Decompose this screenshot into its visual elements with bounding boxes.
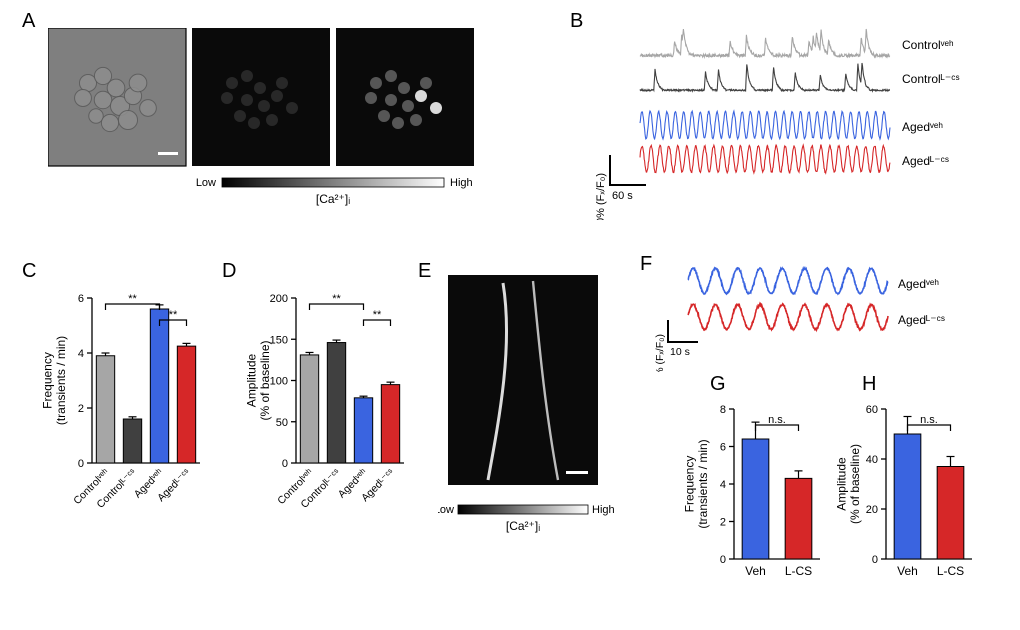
svg-text:10 s: 10 s [670,346,690,358]
svg-text:Low: Low [196,177,216,189]
panelG-chart: 0 2 4 6 8 Frequency(transients / min) Veh L-CS n… [676,383,836,608]
svg-text:Agedᵛᵉʰ: Agedᵛᵉʰ [898,277,939,291]
svg-text:0: 0 [872,554,878,566]
svg-text:8: 8 [720,404,726,416]
svg-text:[Ca²⁺]ᵢ: [Ca²⁺]ᵢ [316,192,350,206]
svg-text:0: 0 [720,554,726,566]
svg-text:Agedᴸ⁻ᶜˢ: Agedᴸ⁻ᶜˢ [898,313,945,327]
svg-text:100: 100 [270,376,288,388]
svg-text:Agedᴸ⁻ᶜˢ: Agedᴸ⁻ᶜˢ [902,154,949,168]
svg-text:Controlᵛᵉʰ: Controlᵛᵉʰ [902,38,954,52]
panelC-chart: 0246Frequency(transients / min)Controlᵛᵉ… [36,268,216,608]
svg-text:2: 2 [720,517,726,529]
panel-label-a: A [22,10,35,33]
svg-text:Controlᴸ⁻ᶜˢ: Controlᴸ⁻ᶜˢ [902,72,960,86]
svg-text:0: 0 [78,458,84,470]
svg-text:Amplitude(% of baseline): Amplitude(% of baseline) [244,340,272,420]
svg-text:60 s: 60 s [612,190,633,202]
svg-text:Frequency(transients / min): Frequency(transients / min) [40,336,68,425]
panelE-image: Low High [Ca²⁺]ᵢ [438,275,628,605]
svg-text:L-CS: L-CS [785,564,812,578]
svg-text:150: 150 [270,334,288,346]
svg-text:Frequency(transients / min): Frequency(transients / min) [682,439,710,528]
svg-text:100% (Fₓ/F₀): 100% (Fₓ/F₀) [595,173,607,220]
svg-text:Veh: Veh [897,564,918,578]
svg-text:Agedᵛᵉʰ: Agedᵛᵉʰ [902,120,943,134]
svg-text:**: ** [373,309,382,321]
svg-text:0: 0 [282,458,288,470]
svg-text:2: 2 [78,403,84,415]
panel-label-c: C [22,260,36,283]
panelF-traces: Agedᵛᵉʰ Agedᴸ⁻ᶜˢ 25% (Fₓ/F₀) 10 s [648,262,1008,372]
svg-text:[Ca²⁺]ᵢ: [Ca²⁺]ᵢ [506,519,540,533]
svg-text:Low: Low [438,504,454,516]
svg-text:n.s.: n.s. [920,414,938,426]
svg-text:**: ** [332,293,341,305]
panel-label-b: B [570,10,583,33]
svg-text:L-CS: L-CS [937,564,964,578]
svg-text:50: 50 [276,417,288,429]
svg-text:25% (Fₓ/F₀): 25% (Fₓ/F₀) [654,334,666,372]
svg-text:200: 200 [270,293,288,305]
svg-text:4: 4 [720,479,726,491]
svg-text:40: 40 [866,454,878,466]
svg-text:**: ** [169,309,178,321]
svg-text:n.s.: n.s. [768,414,786,426]
svg-text:6: 6 [78,293,84,305]
panelA-images: Low High [Ca²⁺]ᵢ [48,28,488,228]
svg-text:High: High [450,177,473,189]
svg-text:4: 4 [78,348,84,360]
svg-text:High: High [592,504,615,516]
svg-text:20: 20 [866,504,878,516]
panelB-traces: Controlᵛᵉʰ Controlᴸ⁻ᶜˢ Agedᵛᵉʰ Agedᴸ⁻ᶜˢ 100%… [590,25,1000,220]
svg-text:6: 6 [720,442,726,454]
panel-label-e: E [418,260,431,283]
svg-text:60: 60 [866,404,878,416]
panelD-chart: 050100150200Amplitude(% of baseline)Cont… [236,268,416,608]
svg-text:Veh: Veh [745,564,766,578]
panel-label-d: D [222,260,236,283]
svg-text:Amplitude(% of baseline): Amplitude(% of baseline) [834,444,862,524]
svg-text:**: ** [128,293,137,305]
panelH-chart: 0 20 40 60 Amplitude(% of baseline) Veh L-CS n.… [828,383,988,608]
